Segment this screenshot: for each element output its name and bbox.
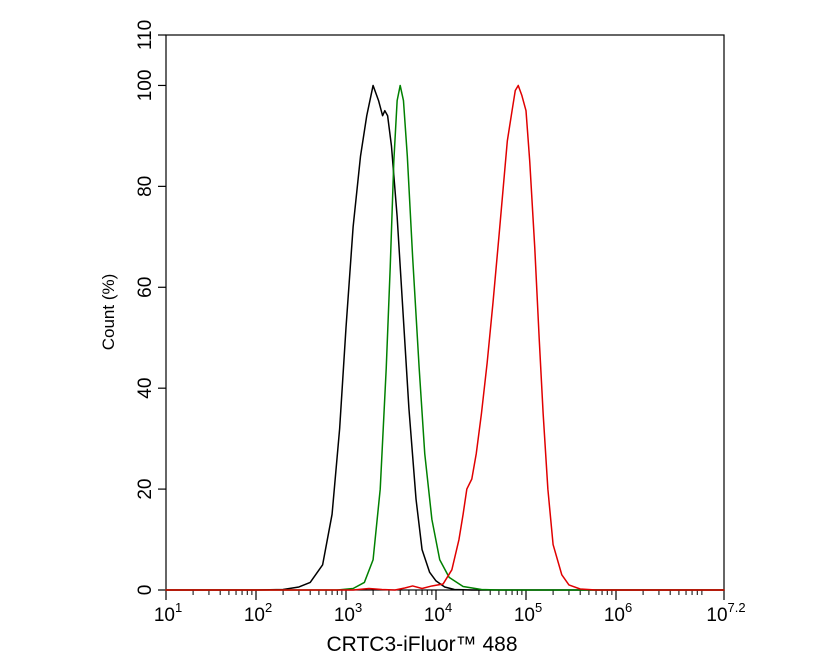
y-tick-label: 80: [135, 176, 156, 197]
x-tick-base: 10: [424, 605, 445, 626]
series-layer: [165, 84, 725, 591]
x-tick-base: 10: [604, 605, 625, 626]
x-tick-label: 103: [334, 600, 362, 626]
y-tick-label: 60: [135, 277, 156, 298]
x-tick-exponent: 3: [355, 600, 362, 615]
x-tick-label: 106: [604, 600, 632, 626]
x-tick-label: 104: [424, 600, 452, 626]
y-tick-label: 40: [135, 378, 156, 399]
histogram-series-1: [165, 84, 725, 591]
x-axis-label: CRTC3-iFluor™ 488: [327, 633, 518, 656]
x-tick-exponent: 1: [175, 600, 182, 615]
histogram-series-2: [165, 84, 725, 591]
histogram-series-3: [165, 84, 725, 591]
y-tick-label: 20: [135, 479, 156, 500]
x-axis: 101 102 103 104 105 106 107.2: [154, 590, 746, 626]
plot-frame: [165, 34, 725, 591]
y-tick-label: 110: [135, 20, 156, 50]
x-tick-exponent: 7.2: [728, 600, 746, 615]
y-axis: 0 20 40 60 80 100 110: [135, 20, 166, 595]
x-tick-exponent: 4: [445, 600, 452, 615]
x-tick-label: 107.2: [706, 600, 745, 626]
x-tick-exponent: 2: [265, 600, 272, 615]
x-tick-base: 10: [706, 605, 727, 626]
x-tick-base: 10: [514, 605, 535, 626]
y-tick-label: 100: [135, 70, 156, 102]
x-tick-base: 10: [154, 605, 175, 626]
x-tick-base: 10: [244, 605, 265, 626]
y-tick-label: 0: [135, 585, 156, 596]
x-tick-label: 102: [244, 600, 272, 626]
x-tick-base: 10: [334, 605, 355, 626]
x-tick-label: 105: [514, 600, 542, 626]
y-axis-label: Count (%): [99, 274, 118, 351]
x-tick-exponent: 5: [535, 600, 542, 615]
x-tick-label: 101: [154, 600, 182, 626]
x-tick-exponent: 6: [625, 600, 632, 615]
